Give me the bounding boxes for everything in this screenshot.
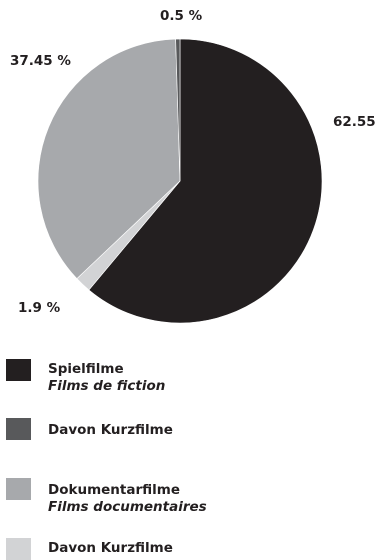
legend-label-de: Davon Kurzfilme xyxy=(48,540,173,556)
legend-label-de: Davon Kurzfilme xyxy=(48,422,173,438)
slice-dokumentar-kurzfilme xyxy=(175,38,181,182)
slice-spielfilme xyxy=(88,38,323,324)
legend-label-de: Spielfilme xyxy=(48,361,124,377)
label-spiel-kurzfilme: 1.9 % xyxy=(18,300,61,316)
pie-chart: 62.55 % 37.45 % 0.5 % 1.9 % xyxy=(10,8,377,324)
label-dokumentarfilme: 37.45 % xyxy=(10,53,71,69)
legend-label-fr: Films de fiction xyxy=(48,378,166,394)
legend-label-fr: Films documentaires xyxy=(48,499,207,515)
label-spielfilme: 62.55 % xyxy=(333,114,377,130)
slice-dokumentarfilme xyxy=(37,38,181,280)
label-dokumentar-kurzfilme: 0.5 % xyxy=(160,8,203,24)
legend-label-de: Dokumentarfilme xyxy=(48,482,180,498)
legend-swatch xyxy=(6,478,31,500)
legend-swatch xyxy=(6,418,31,440)
legend-swatch xyxy=(6,538,31,560)
legend-swatch xyxy=(6,359,31,381)
